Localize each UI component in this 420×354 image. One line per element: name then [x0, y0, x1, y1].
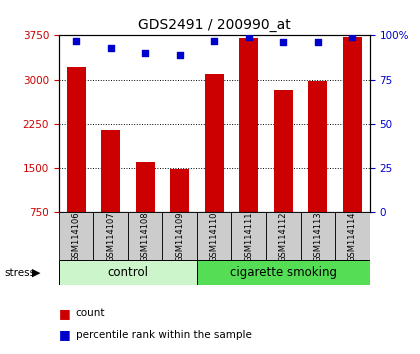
- Text: control: control: [108, 266, 148, 279]
- Title: GDS2491 / 200990_at: GDS2491 / 200990_at: [138, 18, 291, 32]
- Bar: [93, 212, 128, 260]
- Bar: [197, 260, 370, 285]
- Bar: [197, 212, 231, 260]
- Bar: [128, 212, 163, 260]
- Point: [176, 52, 183, 58]
- Text: stress: stress: [4, 268, 35, 278]
- Text: cigarette smoking: cigarette smoking: [230, 266, 337, 279]
- Text: count: count: [76, 308, 105, 318]
- Text: GSM114110: GSM114110: [210, 211, 219, 262]
- Bar: [136, 162, 155, 212]
- Bar: [59, 260, 197, 285]
- Point: [280, 40, 286, 45]
- Bar: [239, 38, 258, 212]
- Text: ■: ■: [59, 328, 71, 341]
- Text: GSM114106: GSM114106: [71, 211, 81, 262]
- Bar: [205, 74, 224, 212]
- Bar: [66, 67, 86, 212]
- Bar: [266, 212, 301, 260]
- Bar: [231, 212, 266, 260]
- Text: GSM114111: GSM114111: [244, 211, 253, 262]
- Point: [245, 34, 252, 40]
- Bar: [335, 212, 370, 260]
- Point: [349, 34, 356, 40]
- Text: GSM114114: GSM114114: [348, 211, 357, 262]
- Point: [142, 50, 149, 56]
- Text: GSM114107: GSM114107: [106, 211, 115, 262]
- Text: GSM114108: GSM114108: [141, 211, 150, 262]
- Bar: [343, 37, 362, 212]
- Bar: [308, 81, 327, 212]
- Bar: [274, 90, 293, 212]
- Text: ■: ■: [59, 307, 71, 320]
- Text: GSM114109: GSM114109: [175, 211, 184, 262]
- Bar: [170, 169, 189, 212]
- Bar: [59, 212, 93, 260]
- Text: GSM114113: GSM114113: [313, 211, 322, 262]
- Point: [73, 38, 79, 44]
- Point: [315, 40, 321, 45]
- Text: ▶: ▶: [32, 268, 40, 278]
- Point: [211, 38, 218, 44]
- Point: [107, 45, 114, 51]
- Bar: [301, 212, 335, 260]
- Text: GSM114112: GSM114112: [279, 211, 288, 262]
- Text: percentile rank within the sample: percentile rank within the sample: [76, 330, 252, 339]
- Bar: [101, 130, 120, 212]
- Bar: [163, 212, 197, 260]
